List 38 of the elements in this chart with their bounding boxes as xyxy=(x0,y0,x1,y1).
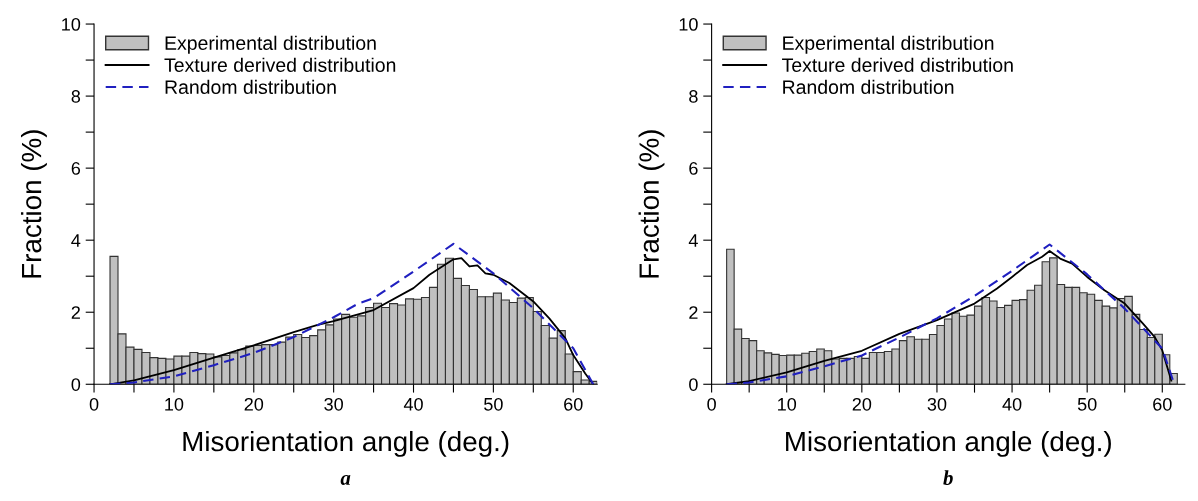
x-tick-label: 0 xyxy=(89,397,99,411)
x-tick-label: 50 xyxy=(484,397,503,411)
legend-label: Random distribution xyxy=(165,79,336,95)
y-tick-label: 2 xyxy=(71,306,80,319)
y-tick-label: 6 xyxy=(689,162,698,175)
x-axis-title: Misorientation angle (deg.) xyxy=(786,430,1111,457)
y-tick-label: 0 xyxy=(689,378,698,391)
x-tick-label: 40 xyxy=(403,397,423,411)
y-tick-label: 8 xyxy=(689,90,698,103)
y-tick-label: 10 xyxy=(62,17,81,31)
x-axis-title: Misorientation angle (deg.) xyxy=(183,430,509,457)
legend-label: Random distribution xyxy=(783,79,954,95)
x-tick-label: 10 xyxy=(778,397,797,411)
x-tick-label: 30 xyxy=(324,397,343,411)
y-tick-label: 4 xyxy=(688,234,698,247)
legend-label: Texture derived distribution xyxy=(782,57,1013,73)
x-tick-label: 20 xyxy=(852,397,872,411)
y-tick-label: 8 xyxy=(71,90,81,103)
legend-label: Texture derived distribution xyxy=(164,57,396,73)
y-tick-label: 2 xyxy=(689,306,698,319)
y-axis-title: Fraction (%) xyxy=(20,130,47,278)
legend-label: Experimental distribution xyxy=(165,35,376,54)
y-tick-label: 6 xyxy=(71,162,81,175)
x-tick-label: 40 xyxy=(1002,397,1022,411)
x-tick-label: 60 xyxy=(1153,397,1172,411)
y-tick-label: 4 xyxy=(71,234,81,247)
y-tick-label: 0 xyxy=(71,378,81,391)
y-tick-label: 10 xyxy=(679,17,698,31)
x-tick-label: 0 xyxy=(707,397,716,411)
text: a xyxy=(340,474,351,485)
y-axis-title: Fraction (%) xyxy=(638,130,665,278)
x-tick-label: 10 xyxy=(165,397,184,411)
legend-label: Experimental distribution xyxy=(783,35,994,54)
x-tick-label: 30 xyxy=(927,397,947,411)
text: b xyxy=(943,470,953,485)
x-tick-label: 20 xyxy=(244,397,264,411)
x-tick-label: 50 xyxy=(1077,397,1097,411)
x-tick-label: 60 xyxy=(564,397,583,411)
